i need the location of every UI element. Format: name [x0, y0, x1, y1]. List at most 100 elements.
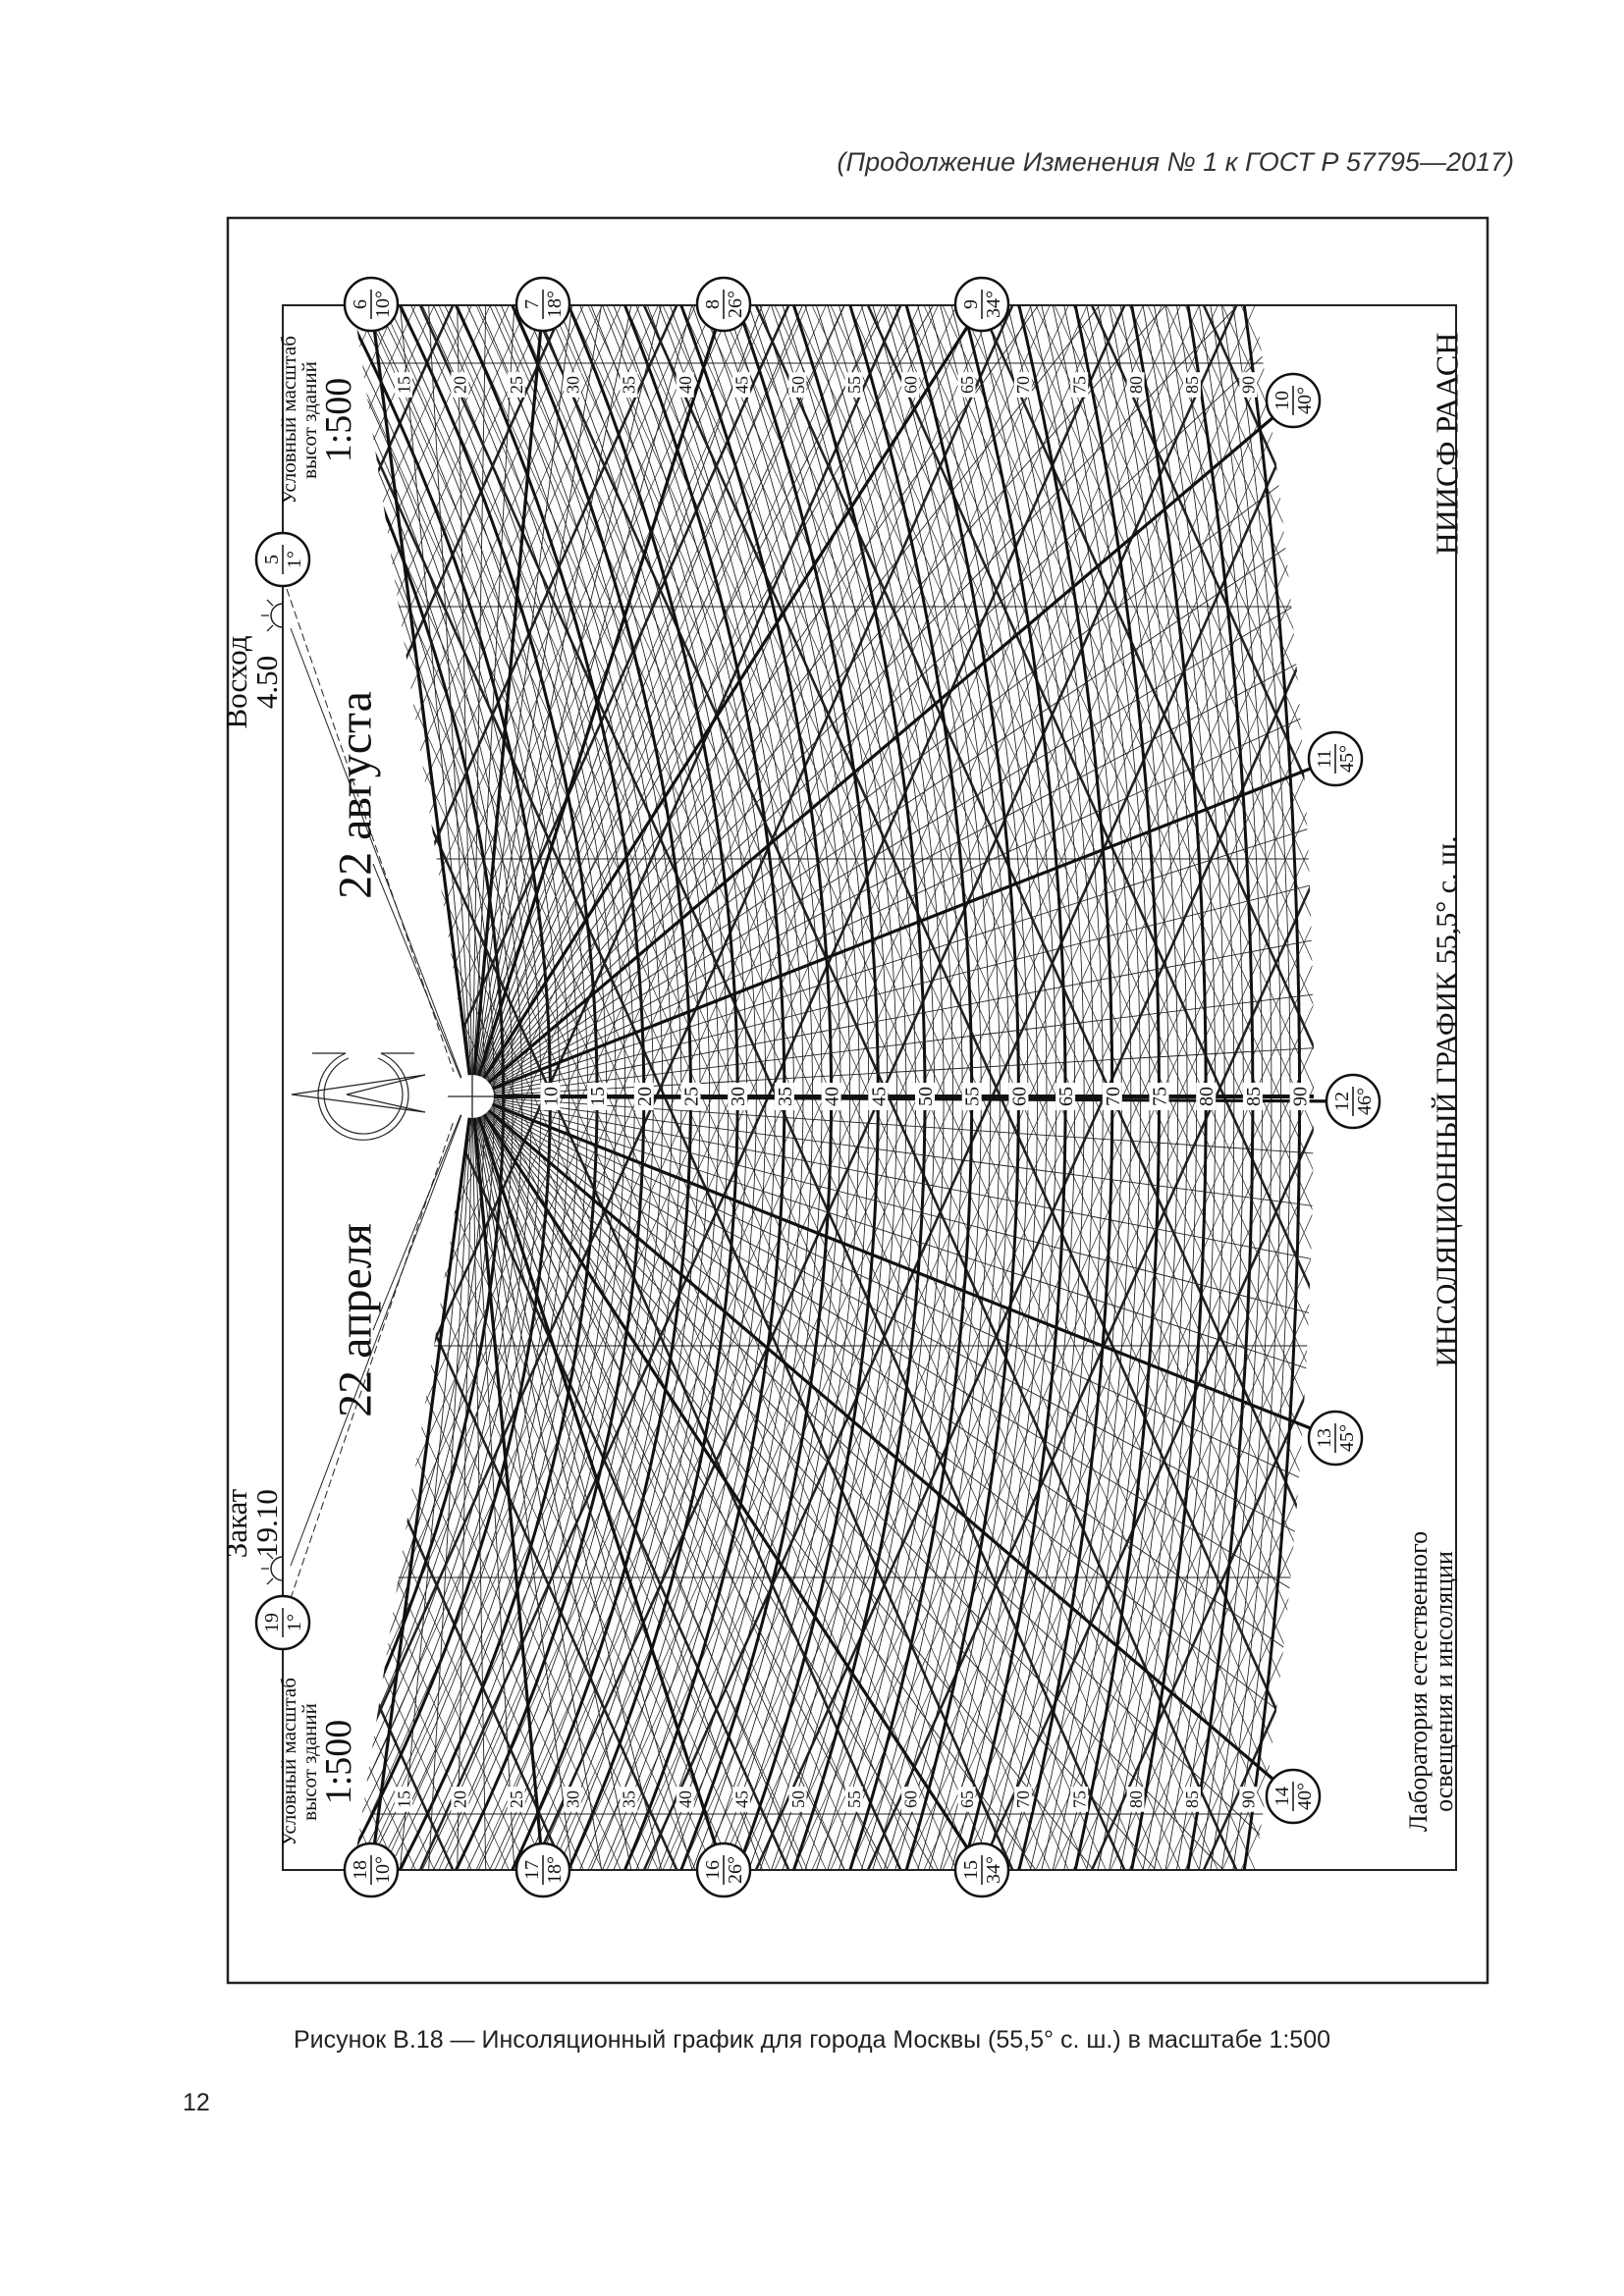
- axis-label: 45: [868, 1083, 890, 1110]
- label-text: 50: [788, 1790, 808, 1808]
- hour-marker-hour: 11: [1314, 749, 1335, 768]
- hour-marker-hour: 19: [261, 1613, 283, 1632]
- fine-ray: [471, 350, 1314, 1097]
- label-background: [821, 1083, 841, 1110]
- bottom-scale-label: 75: [1070, 1787, 1090, 1812]
- label-background: [1070, 1787, 1089, 1812]
- fine-ray: [471, 977, 1314, 1097]
- hour-marker-hour: 10: [1272, 391, 1293, 410]
- label-background: [844, 372, 863, 398]
- label-text: 20: [451, 1790, 470, 1808]
- hour-marker-altitude: 34°: [983, 1856, 1004, 1884]
- fine-ray: [428, 305, 473, 1097]
- hour-ray: [470, 303, 545, 1097]
- fine-ray: [471, 1095, 1037, 1870]
- fine-ray: [457, 1095, 473, 1870]
- label-text: 10: [540, 1087, 562, 1106]
- hatch-line: [811, 305, 1314, 1736]
- label-text: 75: [1070, 1790, 1090, 1808]
- hour-marker-fraction: 5 1°: [261, 545, 305, 574]
- outer-frame: [226, 216, 1489, 1985]
- label-text: 65: [957, 1790, 977, 1808]
- fine-ray: [471, 1095, 1314, 1225]
- label-background: [1013, 1787, 1032, 1812]
- hour-marker-hour: 5: [261, 555, 283, 564]
- laboratory-line: освещения и инсоляции: [1430, 1551, 1458, 1812]
- hatch-line: [606, 305, 1312, 1870]
- bottom-scale-label: 35: [620, 1787, 639, 1812]
- hatch-line: [960, 770, 1314, 1870]
- label-background: [564, 1787, 582, 1812]
- label-background: [1182, 1787, 1201, 1812]
- fine-ray: [471, 305, 803, 1097]
- hatch-line: [1110, 1101, 1314, 1870]
- label-text: 30: [728, 1087, 749, 1106]
- label-text: 40: [822, 1087, 843, 1106]
- fine-ray: [471, 305, 1239, 1097]
- hour-marker: 12 46°: [1325, 1073, 1381, 1130]
- hour-marker-fraction: 12 46°: [1331, 1087, 1376, 1116]
- top-scale-label: 60: [900, 372, 920, 398]
- label-text: 50: [788, 376, 808, 394]
- hatch-line: [353, 305, 1014, 1870]
- hatch-line: [904, 646, 1314, 1870]
- label-background: [732, 1787, 751, 1812]
- label-text: 60: [1008, 1087, 1030, 1106]
- hour-marker: 10 40°: [1265, 372, 1322, 429]
- hour-marker-altitude: 18°: [544, 291, 566, 318]
- hatch-line: [848, 521, 1314, 1870]
- hour-marker-hour: 12: [1331, 1092, 1353, 1111]
- hour-marker-fraction: 6 10°: [350, 290, 394, 319]
- sunset-sun-icon: [261, 1552, 284, 1585]
- hatch-line: [830, 305, 1314, 1695]
- top-scale-labels: 15 20 25 30 35 40 45 50 55 60 65 70 75 80 85 90: [394, 372, 1259, 398]
- label-text: 65: [957, 376, 977, 394]
- date-label-august: 22 августа: [329, 691, 382, 899]
- hour-marker: 8 26°: [695, 276, 752, 333]
- label-background: [957, 372, 976, 398]
- fine-ray: [471, 305, 889, 1097]
- scale-note-bottom: Условный масштаб высот зданий 1:500: [277, 1678, 359, 1846]
- hour-marker: 14 40°: [1265, 1768, 1322, 1825]
- hatch-line: [886, 604, 1314, 1870]
- label-background: [1196, 1083, 1217, 1110]
- label-background: [957, 1787, 976, 1812]
- bottom-scale-label: 25: [507, 1787, 526, 1812]
- fine-ray: [471, 305, 602, 1097]
- hatch-line: [642, 305, 1314, 1870]
- hatch-line: [811, 439, 1314, 1870]
- label-text: 70: [1013, 1790, 1033, 1808]
- scale-note-line: высот зданий: [298, 361, 321, 479]
- top-scale-label: 90: [1239, 372, 1259, 398]
- fine-ray: [471, 305, 845, 1097]
- north-arrow-icon: [291, 1052, 426, 1141]
- hour-marker: 5 1°: [254, 531, 311, 588]
- grid-lines: [373, 362, 1314, 1815]
- axis-label: 35: [774, 1083, 796, 1110]
- top-scale-label: 75: [1070, 372, 1090, 398]
- bottom-scale-label: 40: [676, 1787, 695, 1812]
- fine-ray: [400, 305, 473, 1097]
- hatch-line: [1221, 1350, 1314, 1870]
- label-background: [1008, 1083, 1029, 1110]
- label-background: [633, 1083, 654, 1110]
- sunset-label: Закат 19.10: [219, 1489, 284, 1558]
- label-text: 65: [1056, 1087, 1077, 1106]
- bottom-scale-label: 70: [1013, 1787, 1033, 1812]
- label-text: 40: [676, 1790, 695, 1808]
- fine-ray: [471, 1095, 1314, 1418]
- hour-marker-altitude: 26°: [725, 1856, 746, 1884]
- hour-marker-fraction: 14 40°: [1272, 1782, 1316, 1811]
- label-background: [540, 1083, 561, 1110]
- hour-marker-altitude: 18°: [544, 1856, 566, 1884]
- label-background: [732, 372, 751, 398]
- hatch-line: [353, 305, 976, 1844]
- fine-ray: [471, 848, 1314, 1097]
- sunrise-time: 4.50: [249, 655, 284, 710]
- label-text: 85: [1182, 376, 1202, 394]
- fine-ray: [471, 1095, 1314, 1551]
- hatch-line: [998, 853, 1314, 1870]
- hatch-line: [1221, 305, 1314, 826]
- hour-marker: 16 26°: [695, 1842, 752, 1898]
- label-text: 85: [1243, 1087, 1265, 1106]
